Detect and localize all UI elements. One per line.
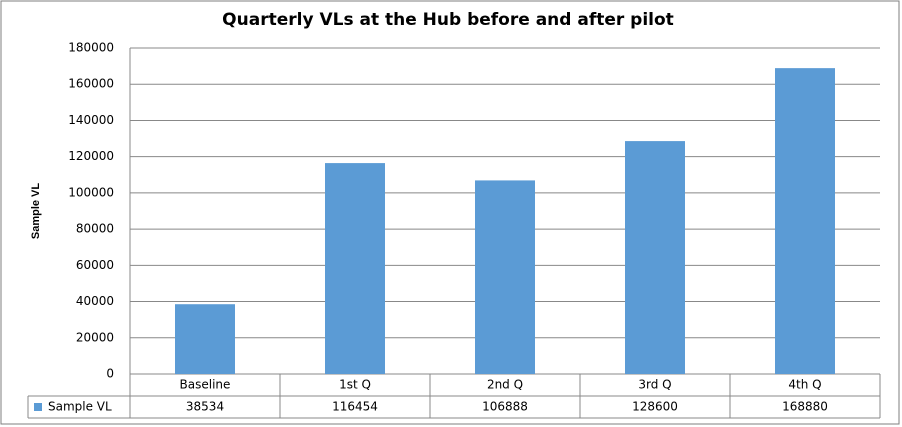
y-tick-label: 100000 bbox=[68, 185, 114, 199]
y-axis-label: Sample VL bbox=[30, 183, 42, 240]
y-tick-label: 20000 bbox=[76, 330, 114, 344]
legend-key bbox=[34, 403, 42, 411]
bar bbox=[625, 141, 685, 374]
x-tick-label: Baseline bbox=[180, 378, 231, 392]
y-tick-label: 80000 bbox=[76, 222, 114, 236]
bar bbox=[175, 304, 235, 374]
legend-label: Sample VL bbox=[48, 400, 112, 414]
y-tick-label: 180000 bbox=[68, 41, 114, 55]
table-value: 116454 bbox=[332, 400, 378, 414]
x-tick-label: 4th Q bbox=[788, 378, 821, 392]
table-value: 168880 bbox=[782, 400, 828, 414]
y-tick-label: 0 bbox=[106, 367, 114, 381]
x-tick-label: 1st Q bbox=[339, 378, 371, 392]
bar bbox=[325, 163, 385, 374]
y-tick-label: 140000 bbox=[68, 113, 114, 127]
x-tick-label: 2nd Q bbox=[487, 378, 523, 392]
bar bbox=[775, 68, 835, 374]
y-tick-label: 160000 bbox=[68, 77, 114, 91]
y-tick-label: 120000 bbox=[68, 149, 114, 163]
table-value: 128600 bbox=[632, 400, 678, 414]
bar bbox=[475, 180, 535, 374]
table-value: 38534 bbox=[186, 400, 224, 414]
x-tick-label: 3rd Q bbox=[638, 378, 671, 392]
table-value: 106888 bbox=[482, 400, 528, 414]
y-tick-label: 60000 bbox=[76, 258, 114, 272]
chart-title: Quarterly VLs at the Hub before and afte… bbox=[222, 10, 674, 30]
y-tick-label: 40000 bbox=[76, 294, 114, 308]
